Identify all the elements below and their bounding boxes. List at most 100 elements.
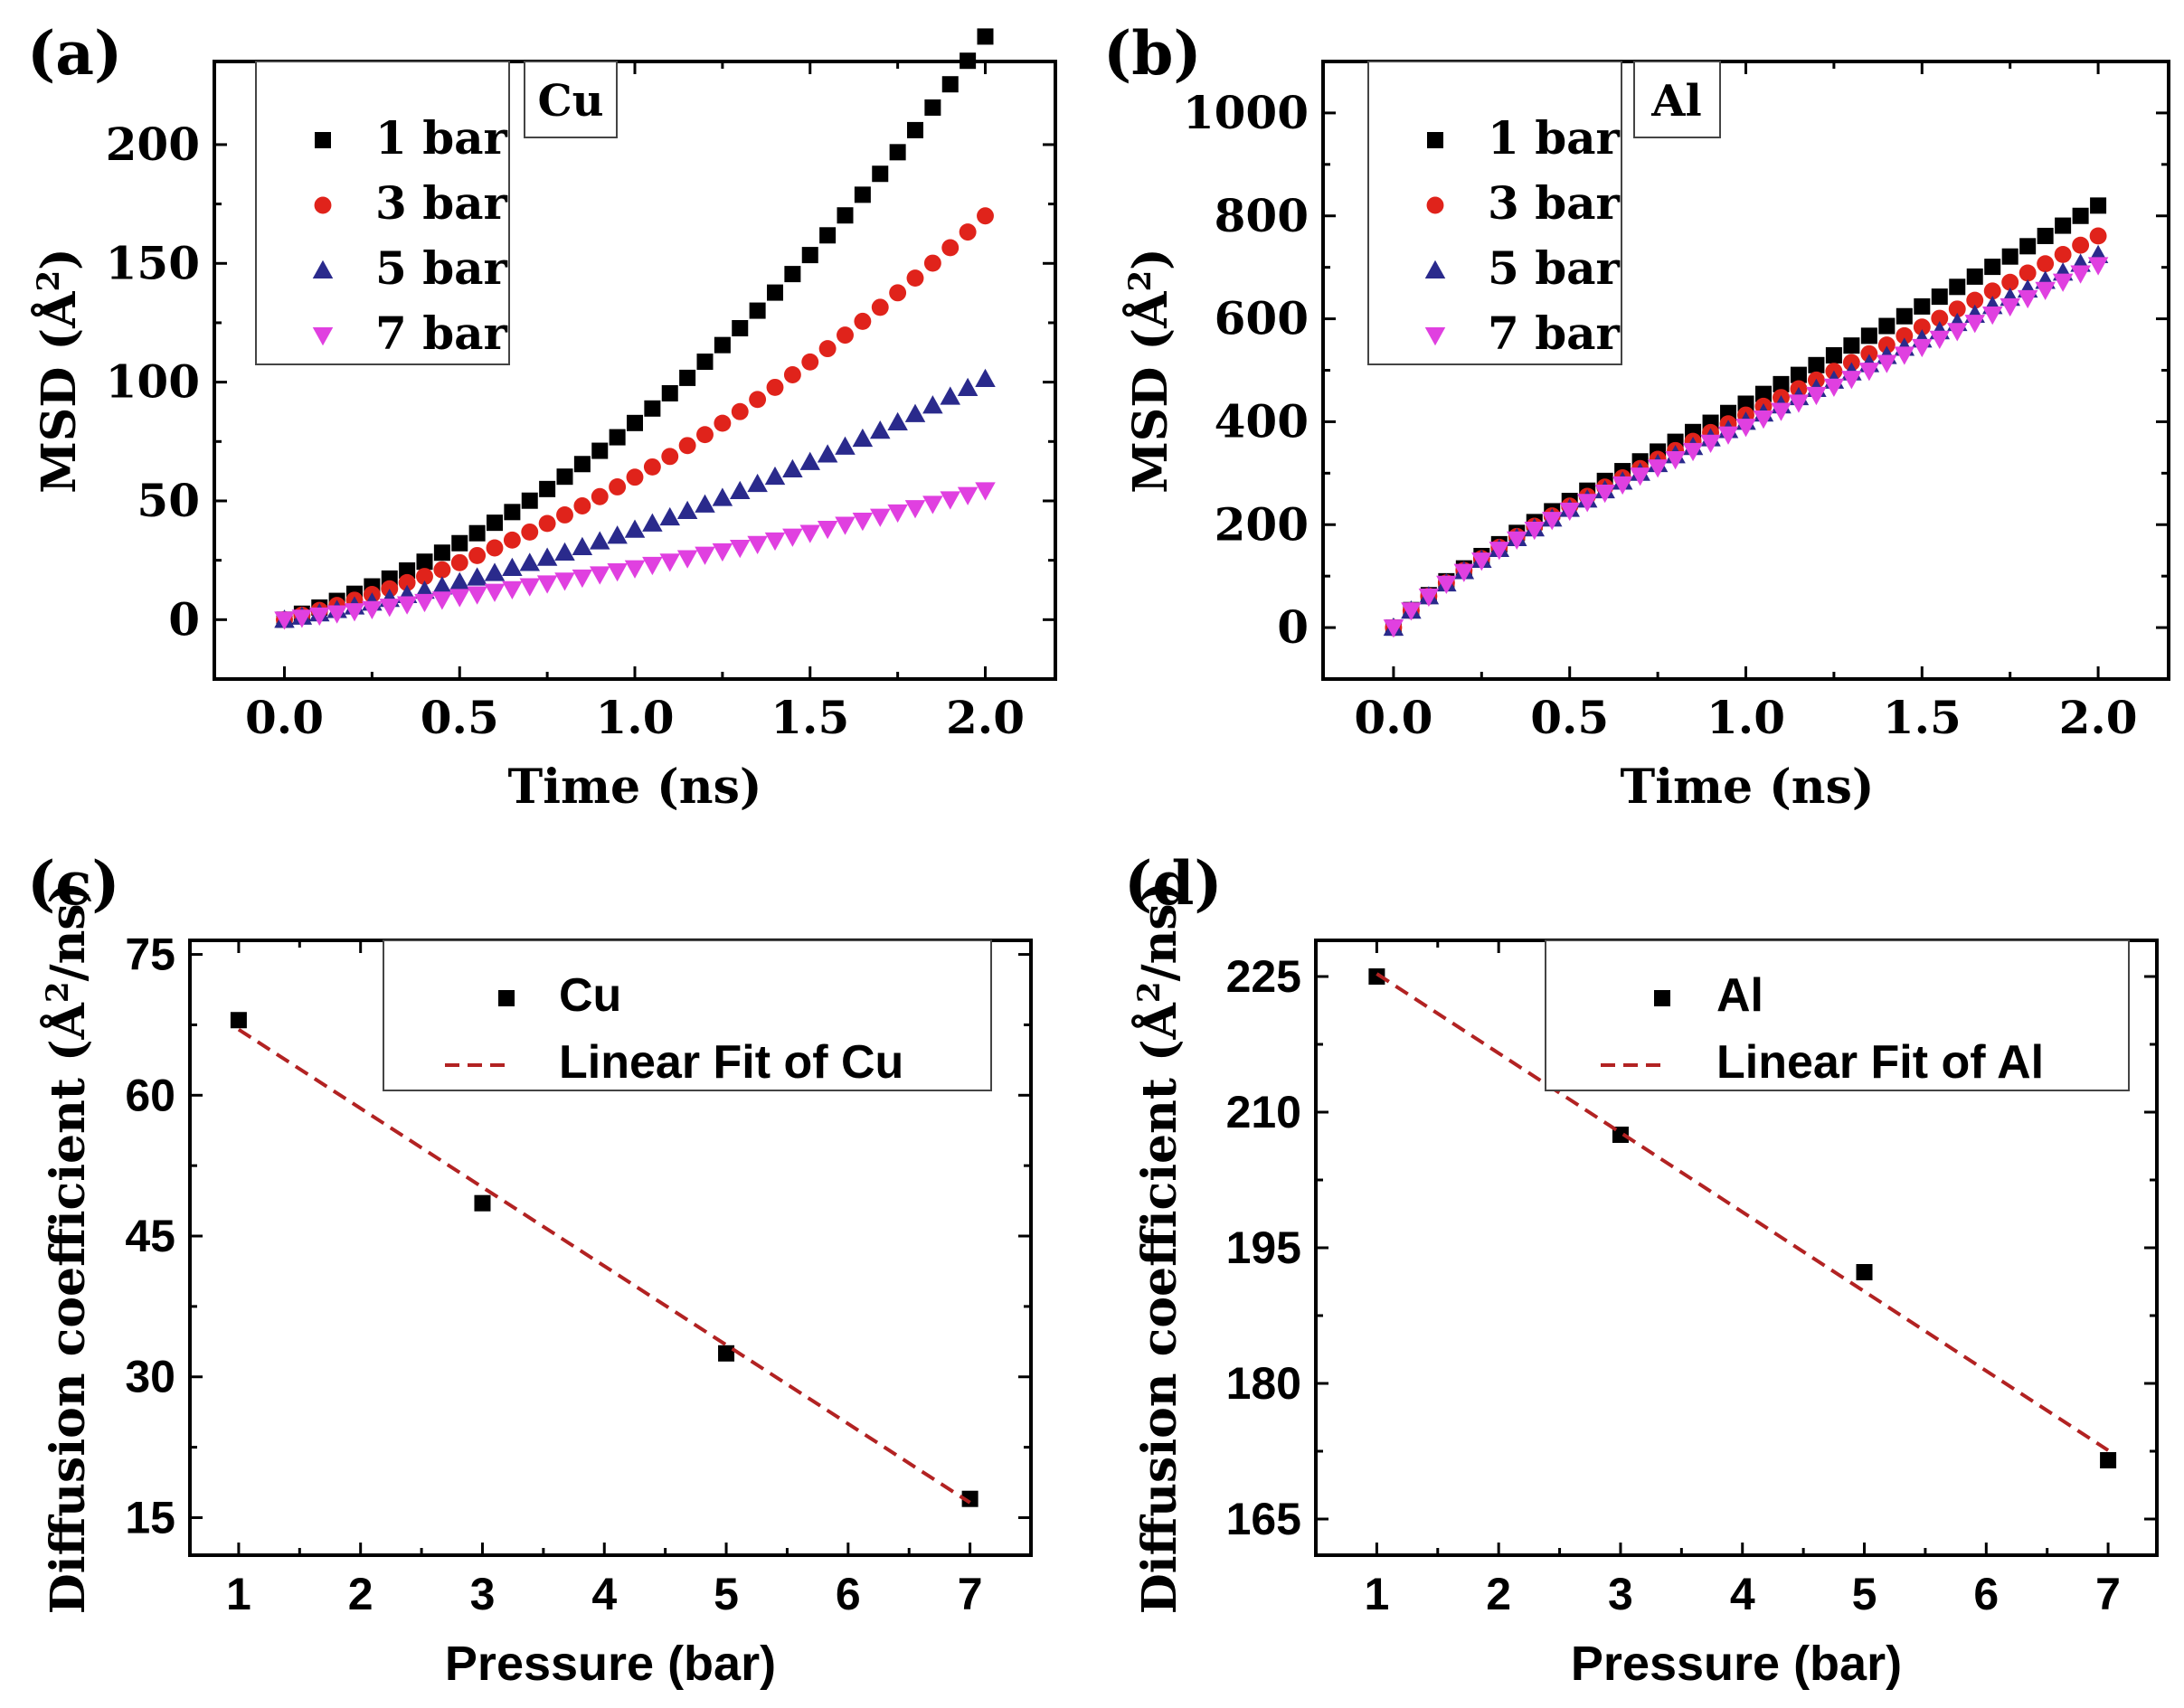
x-tick-label: 0.5 [421,691,499,744]
panel-a-3-bar-point [643,458,661,476]
y-tick-label: 60 [125,1070,175,1120]
panel-b-1-bar-point [1896,307,1913,325]
panel-a-legend-box [255,61,510,365]
panel-b-7-bar-point [1912,338,1933,358]
panel-a-legend-label-7bar: 7 bar [375,307,508,360]
x-tick-label: 1.5 [771,691,849,744]
panel-a-5-bar-point [817,444,838,463]
panel-c-cu-point [230,1012,247,1029]
panel-a-5-bar-point [782,458,803,478]
y-tick-label: 0 [168,592,200,646]
panel-a-1-bar-point [907,121,923,138]
panel-a-5-bar-point [870,420,891,439]
x-tick-label: 6 [836,1569,861,1619]
panel-b-x-axis-title: Time (ns) [1621,760,1875,815]
panel-a-1-bar-point [573,456,591,473]
panel-a-7-bar-point [730,539,751,559]
x-tick-label: 4 [591,1569,617,1619]
panel-b-7-bar-point [1753,410,1774,429]
panel-a-3-bar-point [661,448,679,466]
panel-b-1-bar-point [1878,317,1896,335]
panel-b-legend-label-1bar: 1 bar [1488,111,1621,165]
panel-b-7-bar-point [1436,575,1457,594]
panel-b-1-bar-point [2055,217,2072,234]
panel-b-7-bar-point [1383,619,1404,638]
panel-b-1-bar-point [1860,327,1877,344]
panel-d-legend-label-fit: Linear Fit of Al [1716,1036,2044,1089]
panel-a-5-bar-point [940,386,960,405]
panel-a-3-bar-point [871,298,889,316]
panel-a-1-bar-point [696,354,714,371]
panel-d-y-axis-title: Diffusion coefficient (Å2/ns) [1131,882,1187,1615]
panel-b-1-bar-point [1931,288,1948,306]
panel-c-x-axis-title: Pressure (bar) [445,1637,776,1691]
panel-b-3-bar-point [1983,282,2001,300]
panel-a-marks [274,28,996,630]
panel-a-1-bar-point [609,429,626,446]
panel-a-5-bar-point [887,411,908,431]
panel-a-3-bar-point [591,487,609,505]
panel-b-1-bar-point [2001,248,2019,265]
panel-a-7-bar-point [274,611,295,630]
panel-d-al-point [1856,1264,1873,1280]
panel-a-3-bar-point [609,478,627,495]
panel-a-7-bar-point [519,578,540,597]
y-tick-label: 150 [106,236,200,289]
y-tick-label: 100 [106,355,200,409]
panel-b-7-bar-point [1559,502,1580,522]
panel-a-7-bar-point [676,550,698,569]
panel-a-3-bar-legend-marker [314,196,332,214]
panel-b-7-bar-point [1823,378,1845,397]
y-tick-label: 75 [125,929,175,980]
panel-a-7-bar-point [590,566,610,585]
panel-a-1-bar-point [714,336,731,354]
panel-b-7-bar-point [1665,450,1686,470]
panel-a-7-bar-point [344,603,365,622]
panel-c-marks [230,1012,979,1507]
panel-a-3-bar-point [573,497,591,514]
x-tick-label: 7 [2095,1569,2121,1619]
panel-a-3-bar-point [906,269,924,288]
panel-a-1-bar-point [872,165,889,183]
panel-b-7-bar-point [1700,434,1721,454]
panel-b-1-bar-point [1754,385,1772,402]
panel-b-3-bar-point [1877,336,1896,354]
panel-a-7-bar-point [922,495,943,514]
panel-b-7-bar-point [1507,531,1527,551]
panel-a-1-bar-point [679,369,696,386]
x-tick-label: 1.0 [1707,691,1785,744]
panel-c-legend-markers [445,990,515,1067]
panel-a-msd-cu: (a) 0.0 0.5 1.0 1.5 2.0 0 50 100 150 200 1 bar 3 … [27,18,1057,815]
panel-a-7-bar-point [379,599,400,618]
panel-a-7-bar-point [502,580,523,599]
panel-a-7-bar-point [852,513,874,532]
panel-b-legend: 1 bar 3 bar 5 bar 7 bar [1367,61,1622,365]
panel-b-1-bar-point [2072,207,2089,224]
panel-d-al-point [1612,1127,1629,1143]
panel-a-3-bar-point [749,391,767,409]
panel-a-3-bar-point [889,284,907,302]
panel-a-5-bar-point [607,525,628,544]
panel-b-3-bar-point [1931,309,1949,327]
panel-b-7-bar-point [1594,484,1615,504]
panel-b-7-bar-point [1418,588,1440,608]
x-tick-label: 2.0 [946,691,1025,744]
panel-a-7-bar-point [870,508,891,527]
x-tick-label: 0.0 [1354,691,1432,744]
panel-a-5-bar-point [642,513,663,532]
y-tick-label: 0 [1277,600,1309,654]
panel-a-5-bar-point [764,466,786,486]
panel-a-3-bar-point [959,223,977,241]
panel-b-3-bar-point [1948,300,1966,318]
panel-a-7-bar-point [940,491,960,510]
panel-a-5-bar-point [695,494,715,513]
y-tick-label: 195 [1226,1222,1301,1273]
panel-b-7-bar-point [1682,442,1704,462]
panel-b-1-bar-point [1773,375,1790,392]
panel-a-3-bar-point [977,207,994,225]
panel-b-7-bar-point [1576,494,1598,513]
panel-d-al-legend-marker [1654,990,1670,1006]
panel-a-3-bar-point [486,539,504,557]
panel-a-5-bar-point [799,451,820,470]
y-tick-label: 200 [1215,497,1309,551]
